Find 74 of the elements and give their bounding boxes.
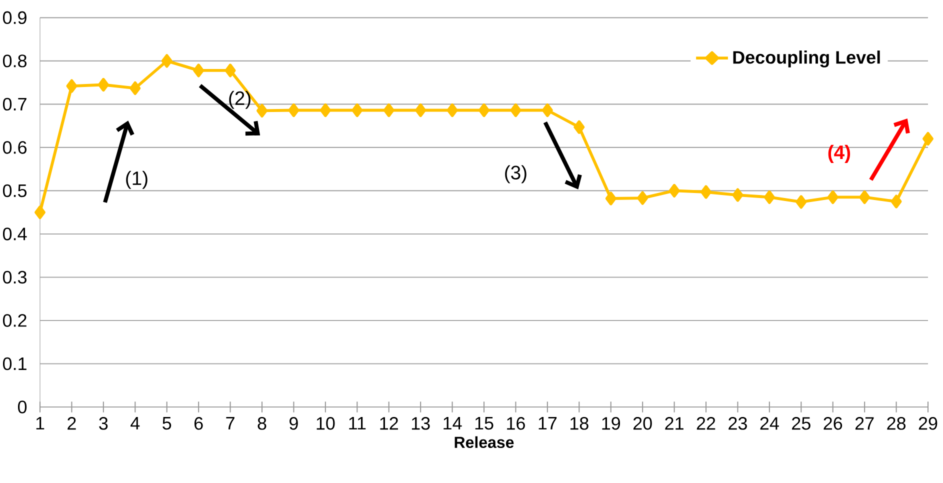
point	[574, 120, 585, 134]
x-tick-label: 17	[538, 417, 557, 430]
x-tick-label: 13	[412, 417, 430, 430]
point	[161, 54, 172, 68]
y-tick-label: 0.4	[2, 228, 27, 240]
x-tick-label: 19	[602, 417, 620, 430]
x-tick-label: 14	[444, 417, 462, 430]
point	[542, 103, 553, 118]
point	[700, 185, 712, 199]
y-tick-label: 0.1	[2, 357, 26, 370]
x-tick-label: 23	[728, 417, 747, 430]
x-tick-label: 29	[918, 417, 938, 430]
y-tick-label: 0.6	[2, 141, 27, 154]
annotation: (4)	[828, 144, 850, 163]
x-tick-label: 18	[570, 417, 588, 430]
x-tick-label: 2	[68, 417, 76, 430]
x-tick-label: 11	[349, 417, 366, 430]
point	[859, 190, 870, 204]
x-tick-label: 9	[290, 417, 298, 430]
annotation: (1)	[126, 170, 148, 189]
point	[320, 103, 331, 118]
x-tick-label: 12	[380, 417, 398, 430]
x-axis-title: Release	[454, 436, 514, 448]
point	[605, 192, 616, 206]
point	[415, 103, 426, 118]
y-tick-label: 0.2	[2, 314, 26, 327]
point	[193, 64, 204, 78]
x-tick-label: 3	[99, 417, 108, 430]
x-tick-label: 15	[475, 417, 494, 430]
x-tick-label: 1	[36, 417, 44, 430]
x-tick-label: 21	[665, 417, 684, 430]
x-tick-label: 25	[792, 417, 810, 430]
point	[922, 132, 934, 146]
point	[256, 104, 268, 118]
x-tick-label: 27	[855, 417, 874, 430]
point	[668, 184, 680, 198]
x-tick-label: 28	[887, 417, 906, 430]
x-tick-label: 16	[507, 417, 525, 430]
x-tick-label: 24	[760, 417, 779, 430]
point	[478, 103, 490, 118]
point	[66, 79, 78, 93]
x-tick-label: 7	[226, 417, 234, 430]
point	[732, 188, 744, 202]
annotation: (3)	[505, 165, 526, 184]
y-tick-label: 0	[18, 400, 27, 414]
x-tick-label: 22	[696, 417, 716, 430]
y-tick-label: 0.8	[2, 54, 27, 68]
point	[796, 195, 807, 209]
point	[34, 206, 46, 220]
x-tick-label: 10	[316, 417, 335, 430]
legend-label: Decoupling Level	[733, 50, 880, 68]
point	[764, 190, 775, 204]
y-tick-label: 0.9	[2, 11, 26, 24]
point	[383, 103, 394, 118]
point	[288, 103, 300, 118]
x-tick-label: 4	[130, 417, 140, 430]
point	[637, 191, 648, 205]
point	[352, 103, 363, 118]
x-tick-label: 26	[824, 417, 842, 430]
y-tick-label: 0.7	[2, 98, 26, 111]
x-tick-label: 8	[258, 417, 266, 430]
point	[224, 64, 236, 78]
point	[130, 81, 141, 95]
x-tick-label: 20	[633, 417, 652, 430]
x-tick-label: 6	[194, 417, 203, 430]
y-tick-label: 0.3	[2, 270, 27, 284]
y-tick-label: 0.5	[2, 184, 27, 198]
point	[510, 103, 522, 118]
point	[890, 194, 902, 208]
point	[98, 78, 109, 92]
point	[827, 190, 838, 204]
point	[446, 103, 458, 118]
x-tick-label: 5	[162, 417, 172, 430]
annotation: (2)	[229, 90, 250, 109]
